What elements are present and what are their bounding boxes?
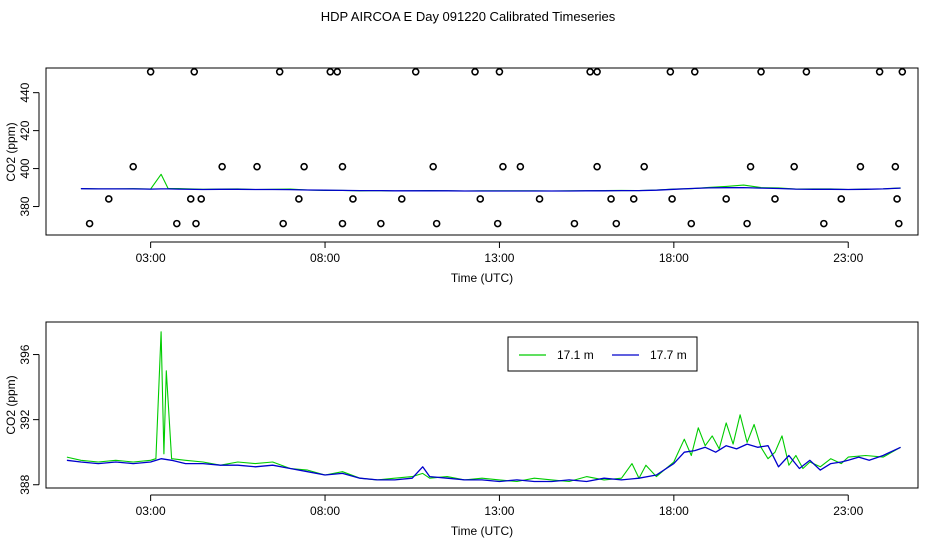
y-axis-label-top: CO2 (ppm)	[4, 122, 18, 181]
x-tick-label: 23:00	[833, 504, 863, 518]
data-point	[326, 67, 335, 76]
x-tick-label: 03:00	[136, 251, 166, 265]
data-point	[668, 195, 676, 203]
plot-frame-bottom	[45, 321, 919, 489]
data-point	[607, 195, 615, 203]
data-point	[429, 162, 437, 171]
data-point	[743, 219, 751, 228]
x-tick-label: 08:00	[310, 504, 340, 518]
chart-title: HDP AIRCOA E Day 091220 Calibrated Times…	[320, 9, 616, 24]
data-point	[146, 67, 155, 76]
data-point	[476, 195, 485, 203]
data-point	[687, 219, 696, 228]
data-point	[746, 162, 755, 171]
legend-label-17-1m: 17.1 m	[557, 348, 594, 362]
data-point	[377, 219, 385, 228]
y-tick-label: 396	[18, 344, 32, 364]
data-point	[295, 195, 303, 203]
y-tick-label: 400	[18, 158, 32, 178]
data-point	[893, 195, 901, 203]
data-point	[338, 162, 347, 171]
data-point	[820, 219, 828, 228]
data-point	[593, 67, 601, 76]
data-point	[898, 67, 907, 76]
data-point	[85, 219, 94, 228]
data-point	[535, 195, 544, 203]
data-point	[875, 67, 884, 76]
data-point	[333, 67, 342, 76]
data-point	[186, 195, 195, 203]
data-point	[837, 195, 846, 203]
data-point	[349, 195, 357, 203]
data-point	[397, 195, 406, 203]
data-point	[629, 195, 638, 203]
data-point	[516, 162, 525, 171]
plot-frame-top	[45, 67, 919, 236]
data-point	[666, 67, 675, 76]
data-point	[300, 162, 308, 171]
x-tick-label: 03:00	[136, 504, 166, 518]
data-point	[129, 162, 137, 171]
data-point	[612, 219, 621, 228]
data-point	[279, 219, 287, 228]
legend-label-17-7m: 17.7 m	[650, 348, 687, 362]
data-point	[411, 67, 420, 76]
data-point	[338, 219, 347, 228]
y-tick-label: 380	[18, 196, 32, 216]
data-point	[593, 162, 601, 171]
data-point	[190, 67, 199, 76]
series-line-17-7-m	[80, 186, 901, 192]
data-point	[192, 219, 200, 228]
data-point	[722, 195, 730, 203]
x-tick-label: 18:00	[659, 504, 689, 518]
y-tick-label: 392	[18, 409, 32, 429]
y-tick-label: 388	[18, 474, 32, 494]
y-tick-label: 420	[18, 120, 32, 140]
y-tick-label: 440	[18, 82, 32, 102]
y-axis-label-bottom: CO2 (ppm)	[4, 375, 18, 434]
data-point	[495, 67, 504, 76]
series-line-17-7-m	[66, 443, 901, 483]
data-point	[432, 219, 441, 228]
x-axis-label-top: Time (UTC)	[451, 271, 513, 285]
legend: 17.1 m 17.7 m	[507, 336, 698, 372]
panel-bottom: Time (UTC) CO2 (ppm) 17.1 m 17.7 m 03:00…	[4, 321, 919, 538]
x-tick-label: 08:00	[310, 251, 340, 265]
data-point	[895, 219, 903, 228]
legend-box	[507, 336, 698, 372]
x-axis-label-bottom: Time (UTC)	[451, 524, 513, 538]
x-tick-label: 18:00	[659, 251, 689, 265]
x-tick-label: 23:00	[833, 251, 863, 265]
data-point	[802, 67, 811, 76]
data-point	[757, 67, 765, 76]
data-point	[856, 162, 865, 171]
data-point	[104, 195, 113, 203]
data-point	[499, 162, 507, 171]
data-point	[771, 195, 779, 203]
data-point	[790, 162, 798, 171]
data-point	[471, 67, 479, 76]
data-point	[173, 219, 181, 228]
x-tick-label: 13:00	[484, 251, 514, 265]
x-tick-label: 13:00	[484, 504, 514, 518]
data-point	[690, 67, 699, 76]
panel-top: Time (UTC) CO2 (ppm) 03:00 08:00 13:00 18:0…	[4, 67, 919, 285]
data-point	[493, 219, 502, 228]
data-point	[891, 162, 900, 171]
data-point	[253, 162, 261, 171]
data-point	[275, 67, 284, 76]
data-point	[197, 195, 206, 203]
data-point	[640, 162, 648, 171]
data-point	[586, 67, 594, 76]
data-point	[570, 219, 579, 228]
series-line-17-1-m	[66, 331, 901, 483]
data-point	[218, 162, 226, 171]
